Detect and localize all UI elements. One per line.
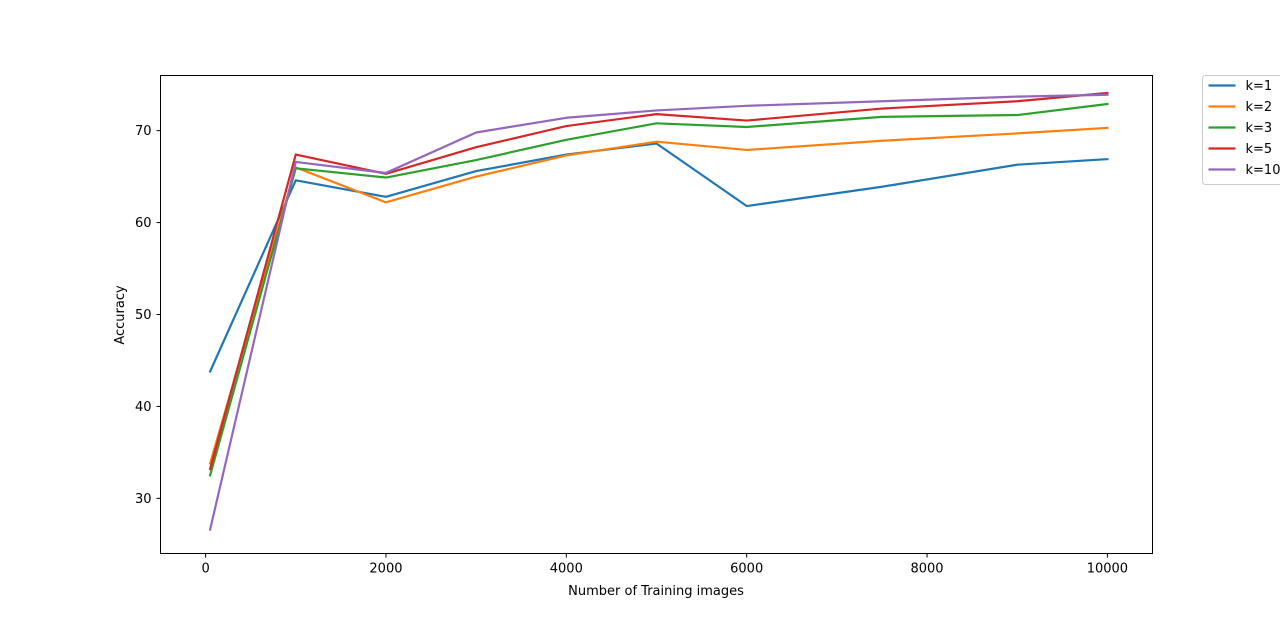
y-tick-label: 60 xyxy=(135,216,152,231)
x-tick-label: 4000 xyxy=(550,562,583,577)
y-tick-label: 30 xyxy=(135,492,152,507)
x-tick-label: 2000 xyxy=(369,562,402,577)
legend-label: k=3 xyxy=(1246,121,1273,136)
series-line-k-1 xyxy=(210,144,1107,372)
series-line-k-3 xyxy=(210,104,1107,475)
x-tick-label: 10000 xyxy=(1087,562,1128,577)
x-tick-label: 6000 xyxy=(730,562,763,577)
legend-label: k=2 xyxy=(1246,100,1273,115)
plot-frame xyxy=(161,76,1153,554)
series-line-k-10 xyxy=(210,95,1107,530)
y-tick-label: 50 xyxy=(135,308,152,323)
y-tick-label: 70 xyxy=(135,124,152,139)
y-tick-label: 40 xyxy=(135,400,152,415)
legend: k=1 k=2 k=3 k=5 k=10 xyxy=(1203,76,1280,185)
x-tick-label: 8000 xyxy=(910,562,943,577)
y-axis: 30 40 50 60 70 xyxy=(135,124,161,507)
x-axis-label: Number of Training images xyxy=(568,584,744,599)
legend-label: k=1 xyxy=(1246,79,1273,94)
legend-label: k=10 xyxy=(1246,163,1280,178)
x-axis: 0 2000 4000 6000 8000 10000 xyxy=(201,554,1128,577)
series-line-k-5 xyxy=(210,93,1107,469)
series-line-k-2 xyxy=(210,128,1107,464)
plot-area xyxy=(210,93,1107,530)
y-axis-label: Accuracy xyxy=(113,285,128,345)
legend-label: k=5 xyxy=(1246,142,1273,157)
x-tick-label: 0 xyxy=(201,562,209,577)
